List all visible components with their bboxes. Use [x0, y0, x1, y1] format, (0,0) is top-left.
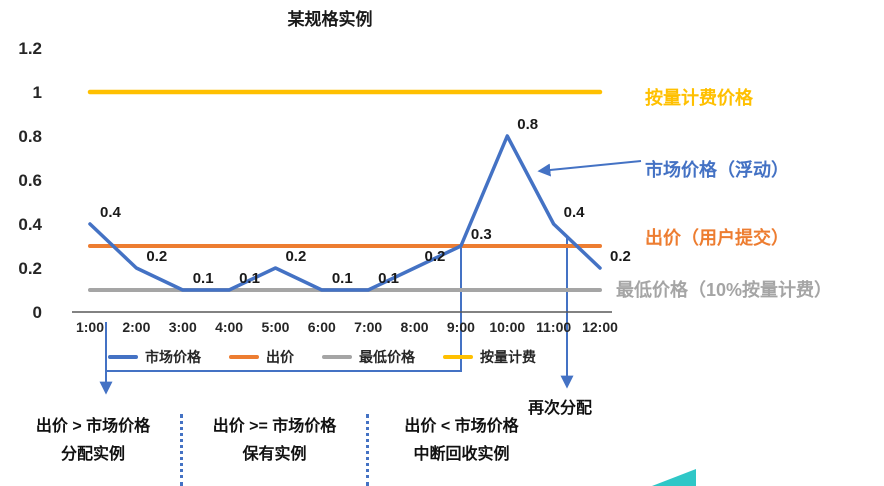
- data-label: 0.2: [425, 248, 446, 265]
- zone-condition: 出价 >= 市场价格: [212, 418, 337, 435]
- legend-swatch: [443, 355, 473, 359]
- chart-legend: 市场价格 出价 最低价格 按量计费: [108, 347, 536, 367]
- legend-label: 按量计费: [480, 349, 536, 365]
- zone-condition: 出价 < 市场价格: [404, 418, 519, 435]
- zone-reclaim: 出价 < 市场价格 中断回收实例: [366, 414, 554, 486]
- x-tick-label: 9:00: [447, 319, 475, 335]
- annotation-market-price: 市场价格（浮动）: [645, 160, 789, 180]
- x-tick-label: 8:00: [401, 319, 429, 335]
- x-tick-label: 1:00: [76, 319, 104, 335]
- data-label: 0.2: [146, 248, 167, 265]
- y-tick-label: 0.6: [18, 171, 42, 190]
- x-tick-label: 6:00: [308, 319, 336, 335]
- annotation-min-price: 最低价格（10%按量计费）: [616, 280, 833, 300]
- data-label: 0.1: [193, 270, 214, 287]
- x-tick-label: 3:00: [169, 319, 197, 335]
- y-tick-label: 0.4: [18, 215, 42, 234]
- x-tick-label: 11:00: [536, 319, 571, 335]
- x-tick-label: 5:00: [261, 319, 289, 335]
- legend-item: 市场价格: [108, 347, 201, 367]
- x-tick-label: 12:00: [582, 319, 618, 335]
- data-label: 0.1: [378, 270, 399, 287]
- zone-action: 中断回收实例: [413, 446, 510, 463]
- legend-swatch: [229, 355, 259, 359]
- annotation-payg-price: 按量计费价格: [645, 88, 753, 108]
- x-tick-label: 4:00: [215, 319, 243, 335]
- y-tick-label: 0.2: [18, 259, 42, 278]
- zone-condition: 出价 > 市场价格: [35, 418, 151, 435]
- legend-item: 出价: [229, 347, 294, 367]
- chart-title: 某规格实例: [287, 10, 373, 29]
- market-price-pointer-arrow: [537, 160, 642, 177]
- corner-triangle-decoration: [652, 469, 696, 486]
- legend-swatch: [322, 355, 352, 359]
- zone-action: 分配实例: [60, 446, 125, 463]
- y-tick-label: 1: [33, 83, 42, 102]
- annotation-bid-price: 出价（用户提交）: [645, 228, 789, 248]
- data-label: 0.4: [564, 204, 586, 221]
- zone-allocate: 出价 > 市场价格 分配实例: [6, 414, 180, 486]
- legend-label: 市场价格: [145, 349, 201, 365]
- series-line: [88, 134, 602, 292]
- y-tick-label: 0: [33, 303, 42, 322]
- legend-label: 最低价格: [359, 349, 415, 365]
- data-label: 0.2: [285, 248, 306, 265]
- x-tick-label: 7:00: [354, 319, 382, 335]
- y-tick-label: 1.2: [18, 39, 42, 58]
- data-label: 0.4: [100, 204, 122, 221]
- lifecycle-zones-row: 出价 > 市场价格 分配实例 出价 >= 市场价格 保有实例 出价 < 市场价格…: [6, 414, 554, 486]
- legend-label: 出价: [266, 349, 294, 365]
- legend-item: 按量计费: [443, 347, 536, 367]
- data-label: 0.3: [471, 226, 492, 243]
- reallocate-label: 再次分配: [528, 400, 593, 417]
- legend-item: 最低价格: [322, 347, 415, 367]
- zone-keep: 出价 >= 市场价格 保有实例: [180, 414, 366, 486]
- zone-action: 保有实例: [242, 446, 307, 463]
- data-label: 0.1: [332, 270, 353, 287]
- data-label: 0.1: [239, 270, 260, 287]
- legend-swatch: [108, 355, 138, 359]
- x-tick-label: 2:00: [122, 319, 150, 335]
- data-label: 0.2: [610, 248, 631, 265]
- x-tick-label: 10:00: [489, 319, 525, 335]
- y-tick-label: 0.8: [18, 127, 42, 146]
- data-label: 0.8: [517, 116, 538, 133]
